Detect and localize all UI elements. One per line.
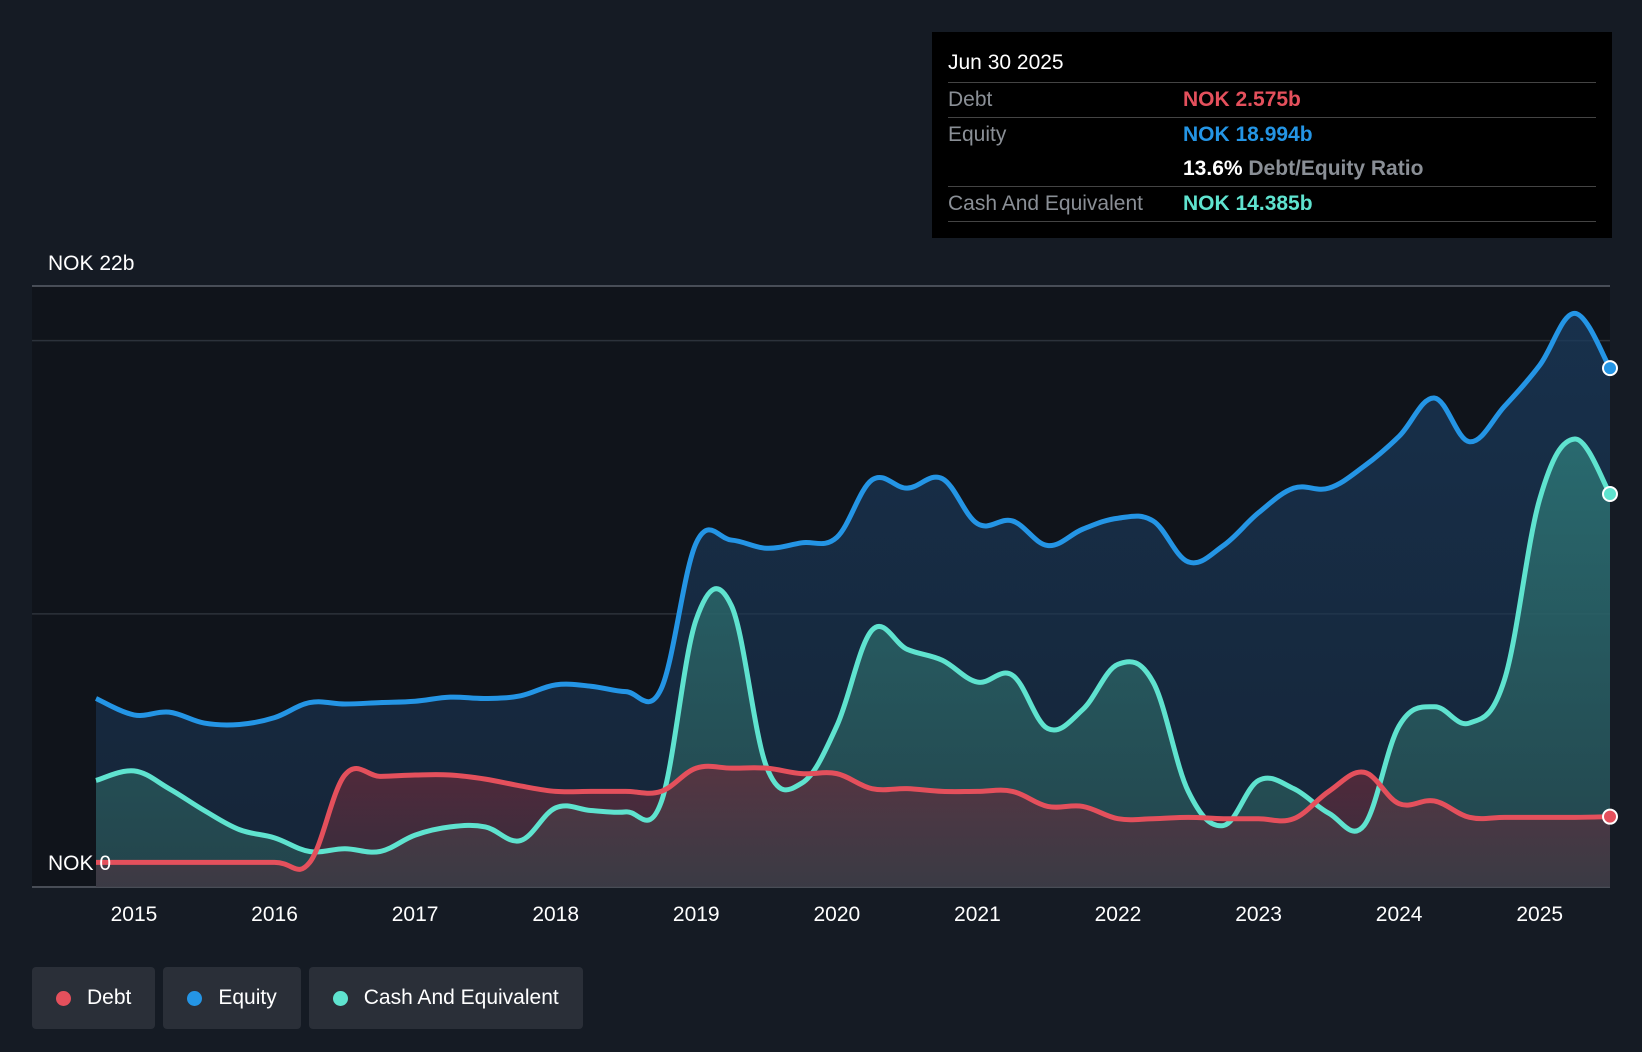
tooltip-cash-label: Cash And Equivalent xyxy=(948,192,1143,215)
debt-end-marker xyxy=(1602,808,1618,825)
tooltip-date: Jun 30 2025 xyxy=(948,32,1596,83)
x-tick-label: 2025 xyxy=(1516,903,1563,926)
debt-line xyxy=(95,763,1611,872)
x-tick-label: 2021 xyxy=(954,903,1001,926)
x-tick-label: 2020 xyxy=(813,903,860,926)
x-tick-label: 2017 xyxy=(392,903,439,926)
tooltip-ratio: 13.6% Debt/Equity Ratio xyxy=(1183,152,1423,186)
tooltip-ratio-row: 13.6% Debt/Equity Ratio xyxy=(948,152,1596,187)
tooltip-panel: Jun 30 2025 Debt NOK 2.575b Equity NOK 1… xyxy=(932,32,1612,238)
tooltip-cash-value: NOK 14.385b xyxy=(1183,192,1313,215)
equity-line xyxy=(94,310,1613,728)
tooltip-equity-row: Equity NOK 18.994b xyxy=(948,118,1596,152)
tooltip-cash-row: Cash And Equivalent NOK 14.385b xyxy=(948,187,1596,222)
chart-legend: Debt Equity Cash And Equivalent xyxy=(32,967,583,1029)
x-tick-label: 2024 xyxy=(1376,903,1423,926)
y-axis-bottom-label: NOK 0 xyxy=(48,852,111,875)
x-tick-label: 2023 xyxy=(1235,903,1282,926)
tooltip-debt-label: Debt xyxy=(948,88,993,111)
legend-item-debt[interactable]: Debt xyxy=(32,967,156,1029)
x-tick-label: 2022 xyxy=(1095,903,1142,926)
tooltip-debt-value: NOK 2.575b xyxy=(1183,88,1301,111)
tooltip-equity-value: NOK 18.994b xyxy=(1183,123,1313,146)
debt-area xyxy=(96,766,1610,887)
x-tick-label: 2016 xyxy=(251,903,298,926)
equity-end-marker xyxy=(1602,360,1618,377)
tooltip-equity-label: Equity xyxy=(948,123,1007,146)
debt-dot-icon xyxy=(56,990,71,1006)
x-tick-label: 2015 xyxy=(111,903,158,926)
equity-dot-icon xyxy=(187,990,203,1006)
legend-label-cash: Cash And Equivalent xyxy=(363,986,559,1009)
cash-and-equivalent-end-marker xyxy=(1602,486,1618,503)
equity-area xyxy=(96,313,1610,888)
x-tick-label: 2019 xyxy=(673,903,720,926)
tooltip-debt-row: Debt NOK 2.575b xyxy=(948,83,1596,118)
cash-dot-icon xyxy=(332,990,348,1006)
legend-label-debt: Debt xyxy=(87,986,132,1009)
tooltip-ratio-value: 13.6% xyxy=(1183,157,1243,180)
tooltip-ratio-label: Debt/Equity Ratio xyxy=(1248,157,1424,180)
legend-item-equity[interactable]: Equity xyxy=(163,967,301,1029)
legend-item-cash[interactable]: Cash And Equivalent xyxy=(308,967,583,1029)
cash-and-equivalent-line xyxy=(95,436,1613,855)
x-tick-label: 2018 xyxy=(532,903,579,926)
legend-label-equity: Equity xyxy=(218,986,277,1009)
y-axis-top-label: NOK 22b xyxy=(48,252,134,275)
